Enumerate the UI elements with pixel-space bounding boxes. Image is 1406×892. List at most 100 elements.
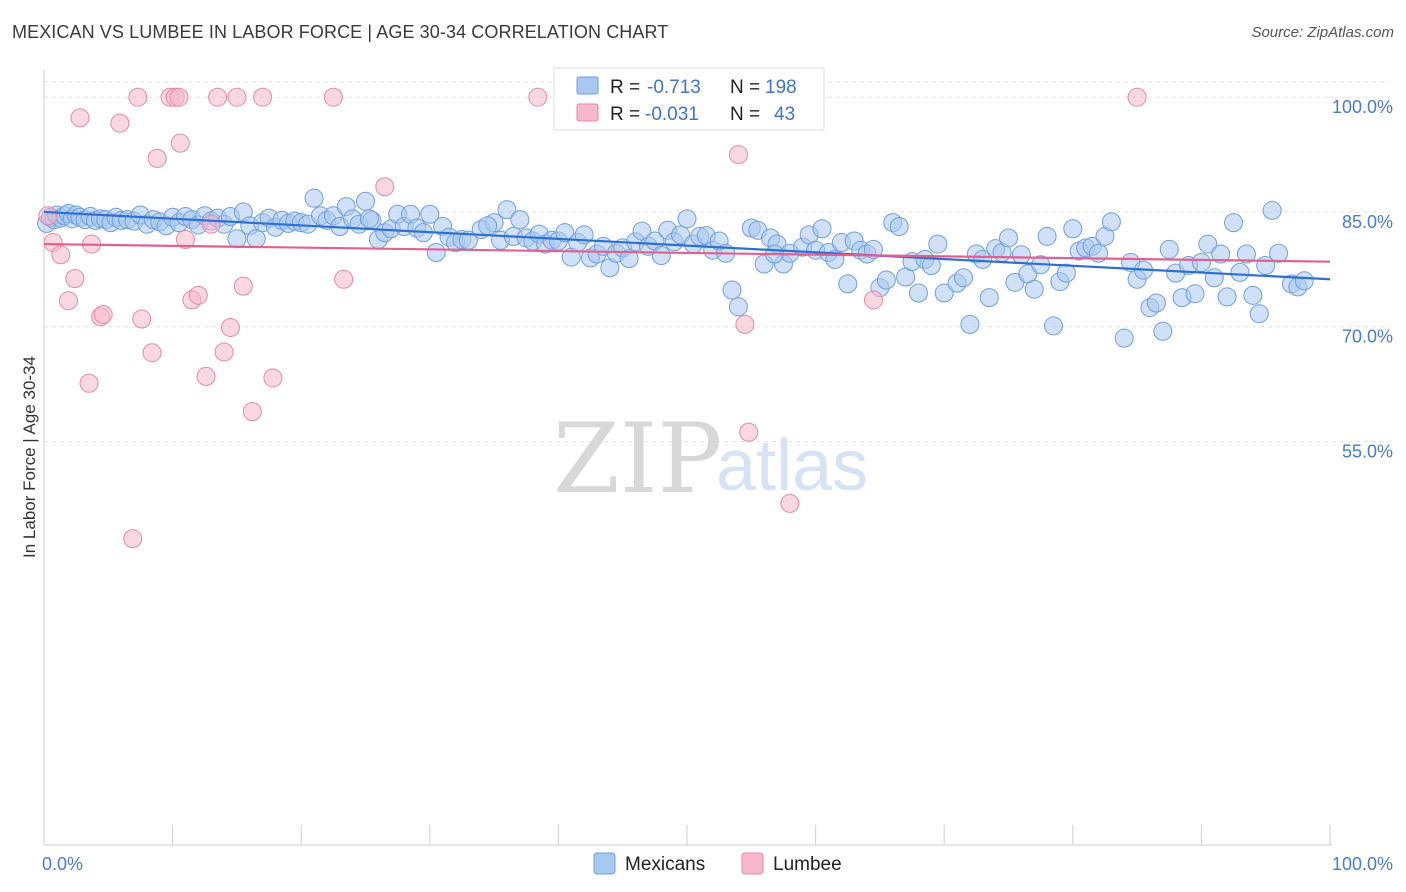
mexicans-point: [1211, 244, 1231, 264]
lumbee-point: [728, 145, 748, 165]
source-label: Source: ZipAtlas.com: [1251, 24, 1394, 41]
mexicans-point: [1236, 244, 1256, 264]
lumbee-point: [528, 87, 548, 107]
mexicans-point: [478, 216, 498, 236]
lumbee-point: [253, 87, 273, 107]
watermark: ZIP atlas: [553, 403, 868, 515]
mexicans-point: [555, 223, 575, 243]
legend-r-value-0: -0.713: [647, 77, 701, 98]
y-axis-label: In Labor Force | Age 30-34: [20, 356, 39, 558]
legend-r-value-1: -0.031: [645, 104, 699, 125]
mexicans-point: [677, 209, 697, 229]
legend-n-label-0: N =: [730, 77, 760, 98]
x-tick-label-0: 0.0%: [42, 854, 83, 874]
mexicans-point: [934, 283, 954, 303]
bottom-legend-swatch-lumbee: [741, 852, 764, 875]
lumbee-point: [58, 291, 78, 311]
mexicans-point: [1101, 212, 1121, 232]
mexicans-point: [1243, 285, 1263, 305]
lumbee-point: [175, 229, 195, 249]
lumbee-point: [132, 309, 152, 329]
mexicans-point: [1217, 287, 1237, 307]
axes: [43, 70, 1332, 846]
bottom-legend: Mexicans Lumbee: [593, 852, 842, 875]
lumbee-point: [233, 276, 253, 296]
lumbee-point: [51, 245, 71, 265]
legend-n-value-0: 198: [765, 77, 797, 98]
lumbee-point: [170, 133, 190, 153]
mexicans-point: [979, 288, 999, 308]
mexicans-point: [999, 228, 1018, 248]
bottom-legend-label-lumbee: Lumbee: [773, 854, 842, 875]
lumbee-point: [375, 177, 395, 197]
lumbee-point: [263, 368, 283, 388]
lumbee-point: [147, 148, 167, 168]
lumbee-point: [128, 87, 148, 107]
mexicans-point: [426, 242, 446, 262]
mexicans-point: [420, 204, 440, 224]
mexicans-point: [722, 280, 742, 300]
x-tick-labels: 0.0% 100.0%: [42, 854, 1393, 874]
trend-lines: [43, 210, 1331, 281]
mexicans-point: [1146, 293, 1166, 313]
y-tick-label-0: 100.0%: [1332, 97, 1393, 117]
legend-n-label-1: N =: [730, 104, 760, 125]
mexicans-point: [1114, 328, 1134, 348]
lumbee-trend-line: [43, 242, 1331, 263]
stats-legend: R = -0.713 N = 198 R = -0.031 N = 43: [553, 67, 825, 131]
mexicans-point: [1191, 252, 1211, 272]
mexicans-point: [1044, 316, 1064, 336]
mexicans-point: [1249, 304, 1269, 324]
mexicans-point: [1037, 226, 1057, 246]
mexicans-point: [1011, 245, 1031, 265]
mexicans-point: [1230, 262, 1250, 282]
lumbee-point: [780, 493, 800, 513]
mexicans-point: [619, 249, 639, 269]
lumbee-point: [323, 87, 343, 107]
lumbee-point: [735, 314, 755, 334]
legend-r-label-0: R =: [610, 77, 640, 98]
mexicans-point: [356, 191, 375, 211]
lumbee-point: [739, 422, 759, 442]
lumbee-point: [70, 108, 90, 128]
chart-title: MEXICAN VS LUMBEE IN LABOR FORCE | AGE 3…: [12, 22, 669, 42]
bottom-legend-label-mexicans: Mexicans: [625, 854, 705, 875]
legend-swatch-lumbee: [576, 103, 599, 122]
lumbee-point: [201, 214, 221, 234]
legend-n-value-1: 43: [774, 104, 795, 125]
mexicans-point: [1198, 234, 1218, 254]
mexicans-point: [246, 229, 266, 249]
lumbee-point: [220, 317, 240, 337]
lumbee-point: [110, 113, 130, 133]
mexicans-point: [908, 283, 928, 303]
mexicans-point: [1204, 268, 1224, 288]
y-tick-label-1: 85.0%: [1342, 212, 1393, 232]
lumbee-point: [65, 269, 85, 289]
mexicans-point: [359, 209, 379, 229]
lumbee-point: [142, 343, 162, 363]
mexicans-point: [1185, 284, 1205, 304]
lumbee-point: [227, 87, 247, 107]
mexicans-point: [863, 239, 883, 259]
watermark-zip: ZIP: [553, 403, 722, 515]
mexicans-point: [728, 297, 748, 317]
mexicans-trend-line: [43, 210, 1331, 281]
lumbee-point: [208, 87, 228, 107]
mexicans-point: [497, 200, 517, 220]
mexicans-point: [928, 234, 948, 254]
mexicans-point: [1159, 239, 1179, 259]
lumbee-point: [93, 304, 113, 324]
y-tick-label-2: 70.0%: [1342, 327, 1393, 347]
watermark-atlas: atlas: [716, 426, 868, 506]
mexicans-point: [953, 268, 973, 288]
lumbee-point: [242, 402, 262, 422]
mexicans-point: [1269, 243, 1289, 263]
lumbee-point: [188, 285, 208, 305]
mexicans-point: [1024, 279, 1044, 299]
mexicans-point: [812, 219, 832, 239]
stats-legend-box: [553, 67, 825, 131]
lumbee-point: [1127, 87, 1147, 107]
mexicans-point: [1294, 271, 1314, 291]
mexicans-point: [510, 210, 530, 230]
